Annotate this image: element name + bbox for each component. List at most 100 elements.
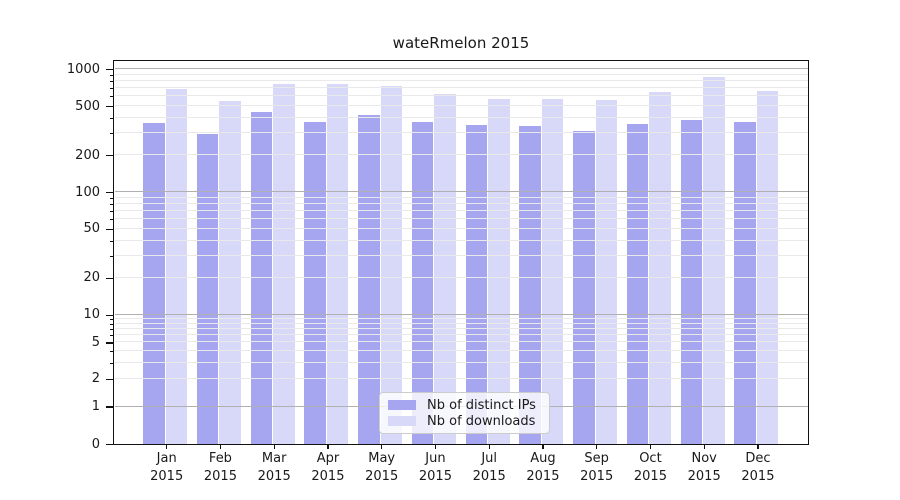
y-axis-minor-tick (109, 219, 113, 221)
y-axis-minor-tick (109, 88, 113, 90)
legend: Nb of distinct IPs Nb of downloads (379, 392, 550, 434)
x-label-year: 2015 (150, 468, 184, 484)
bar-downloads (165, 88, 188, 444)
x-axis-tick (381, 445, 383, 449)
gridline-major (114, 313, 808, 315)
x-label-year: 2015 (633, 468, 667, 484)
gridline-minor (114, 328, 808, 329)
y-axis-tick-label: 100 (75, 184, 100, 200)
legend-entry-distinct-ips: Nb of distinct IPs (388, 397, 541, 413)
x-label-month: Jul (481, 451, 498, 466)
gridline-major (114, 191, 808, 193)
y-axis-minor-tick (109, 106, 113, 108)
x-axis-tick-label: Sep 2015 (569, 450, 625, 485)
gridline-minor (114, 341, 808, 343)
y-axis-tick-label: 500 (75, 98, 100, 114)
y-axis-tick (106, 314, 113, 316)
y-axis-minor-tick (109, 228, 113, 230)
y-axis-minor-tick (109, 329, 113, 330)
x-axis-tick-label: Dec 2015 (730, 450, 786, 485)
y-axis-tick-label: 20 (83, 270, 100, 286)
bar-distinct-ips (465, 124, 488, 444)
x-label-year: 2015 (741, 468, 775, 484)
gridline-major (114, 68, 808, 70)
gridline-minor (114, 317, 808, 319)
y-axis-minor-tick (109, 74, 113, 76)
y-axis-tick-label: 200 (75, 147, 100, 163)
x-label-year: 2015 (257, 468, 291, 484)
x-label-month: Mar (261, 451, 287, 466)
x-axis-tick (219, 445, 222, 449)
gridline-minor (114, 255, 808, 257)
y-axis-minor-tick (109, 335, 113, 337)
gridline-minor (114, 210, 808, 212)
gridline-minor (114, 117, 808, 119)
x-axis-tick-label: Mar 2015 (246, 450, 302, 485)
x-label-month: Nov (691, 451, 717, 466)
y-axis-tick-label: 10 (83, 307, 100, 323)
x-axis-tick (542, 445, 544, 449)
x-axis-tick (434, 445, 437, 449)
gridline-minor (114, 276, 808, 278)
y-axis-tick-label: 0 (91, 436, 100, 452)
x-axis-tick-label: Jul 2015 (461, 450, 517, 485)
gridline-minor (114, 227, 808, 229)
x-label-month: Sep (584, 451, 609, 466)
x-axis-tick-label: Jan 2015 (139, 450, 195, 485)
x-label-year: 2015 (418, 468, 452, 484)
y-axis-tick (106, 406, 113, 408)
x-label-year: 2015 (311, 468, 345, 484)
x-label-month: Jun (425, 451, 446, 466)
x-axis-tick-label: Oct 2015 (622, 450, 678, 485)
x-axis-tick-label: Nov 2015 (676, 450, 732, 485)
x-axis-tick (166, 445, 168, 449)
y-axis-tick-label: 1 (91, 399, 100, 414)
gridline-minor (114, 361, 808, 363)
bar-distinct-ips (626, 124, 649, 444)
y-axis-tick (106, 191, 113, 194)
x-axis-tick-label: Feb 2015 (192, 450, 248, 485)
bar-downloads (756, 91, 779, 444)
bar-downloads (219, 100, 241, 444)
x-label-year: 2015 (580, 468, 614, 484)
bar-downloads (326, 84, 349, 444)
y-axis-minor-tick (109, 118, 113, 120)
x-label-year: 2015 (203, 468, 237, 484)
bar-downloads (703, 77, 725, 444)
bar-downloads (434, 93, 456, 444)
gridline-minor (114, 322, 808, 324)
x-label-month: Oct (639, 451, 662, 466)
gridline-minor (114, 334, 808, 336)
gridline-minor (114, 80, 808, 82)
y-axis-tick-label: 2 (91, 371, 100, 387)
gridline-minor (114, 196, 808, 198)
x-axis-tick (273, 445, 275, 449)
y-axis-minor-tick (109, 323, 113, 325)
x-label-month: Apr (316, 451, 340, 466)
y-axis-tick-label: 50 (83, 221, 100, 237)
x-label-month: Jan (156, 451, 177, 466)
x-axis-tick-label: Jun 2015 (407, 450, 463, 485)
x-axis-tick (596, 445, 598, 449)
y-axis-tick-label: 1000 (66, 61, 100, 77)
x-axis-tick (488, 445, 490, 449)
bar-distinct-ips (304, 122, 326, 444)
x-axis-tick-label: May 2015 (354, 450, 410, 485)
bar-distinct-ips (734, 122, 756, 444)
y-axis-minor-tick (109, 342, 113, 344)
y-axis-tick (106, 69, 113, 71)
bar-downloads (595, 100, 618, 444)
gridline-minor (114, 132, 808, 134)
bar-downloads (380, 85, 403, 444)
y-axis-minor-tick (109, 155, 113, 157)
x-axis-tick-label: Aug 2015 (515, 450, 571, 485)
y-axis-minor-tick (109, 318, 113, 320)
bar-distinct-ips (573, 131, 595, 444)
legend-swatch-distinct-ips (388, 400, 416, 410)
x-label-month: Aug (530, 451, 556, 466)
x-label-year: 2015 (687, 468, 721, 484)
gridline-minor (114, 87, 808, 89)
y-axis-minor-tick (109, 256, 113, 258)
x-axis-tick (649, 445, 652, 449)
